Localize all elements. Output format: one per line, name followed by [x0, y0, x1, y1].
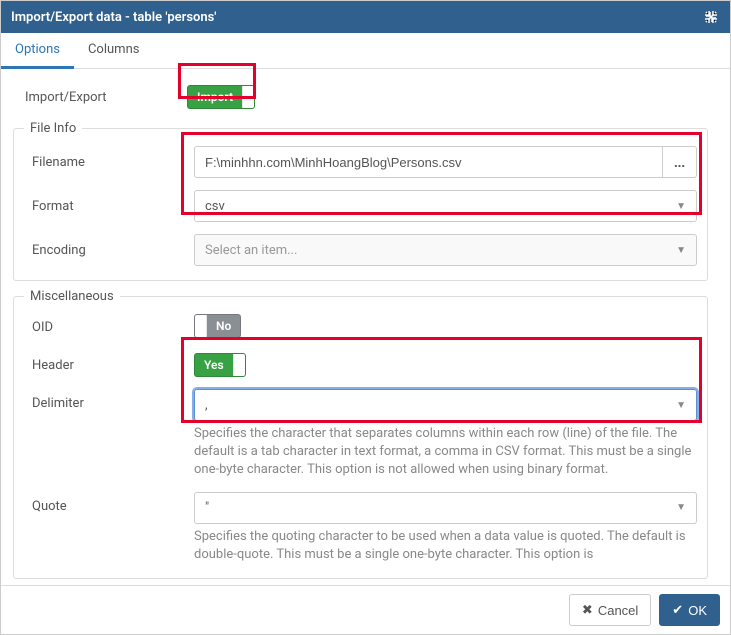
quote-label: Quote [24, 492, 194, 514]
toggle-label: Yes [195, 358, 233, 372]
tab-options[interactable]: Options [1, 33, 74, 69]
ok-label: OK [688, 603, 707, 618]
filename-input[interactable] [194, 146, 663, 178]
close-icon: ✖ [582, 602, 593, 618]
quote-row: Quote " ▼ Specifies the quoting characte… [18, 486, 703, 570]
content-pane: Import/Export Import File Info Filename … [1, 69, 730, 585]
toggle-handle [233, 354, 245, 376]
encoding-row: Encoding Select an item... ▼ [18, 228, 703, 272]
import-export-label: Import/Export [17, 90, 187, 105]
dialog: Import/Export data - table 'persons' Opt… [0, 0, 731, 635]
quote-value: " [205, 500, 209, 515]
footer: ✖ Cancel ✔ OK [1, 585, 730, 634]
import-export-row: Import/Export Import [11, 79, 710, 115]
delimiter-row: Delimiter , ▼ Specifies the character th… [18, 383, 703, 486]
header-label: Header [24, 358, 194, 373]
format-row: Format csv ▼ [18, 184, 703, 228]
caret-down-icon: ▼ [676, 201, 686, 212]
check-icon: ✔ [672, 602, 683, 618]
oid-row: OID No [18, 308, 703, 347]
quote-help: Specifies the quoting character to be us… [194, 528, 697, 564]
ok-button[interactable]: ✔ OK [659, 594, 720, 626]
misc-legend: Miscellaneous [24, 289, 120, 304]
encoding-label: Encoding [24, 243, 194, 258]
minimize-icon[interactable] [702, 8, 720, 26]
browse-button[interactable]: ... [663, 146, 697, 178]
encoding-select[interactable]: Select an item... ▼ [194, 234, 697, 266]
delimiter-value: , [205, 398, 208, 413]
misc-fieldset: Miscellaneous OID No Header Yes [13, 289, 708, 579]
file-info-fieldset: File Info Filename ... Format csv ▼ [13, 121, 708, 281]
tabs: Options Columns [1, 33, 730, 69]
delimiter-label: Delimiter [24, 389, 194, 411]
header-toggle[interactable]: Yes [194, 353, 246, 377]
filename-row: Filename ... [18, 140, 703, 184]
dialog-title: Import/Export data - table 'persons' [11, 10, 216, 25]
caret-down-icon: ▼ [676, 245, 686, 256]
oid-label: OID [24, 320, 194, 335]
tab-columns[interactable]: Columns [74, 33, 154, 68]
ellipsis-icon: ... [674, 155, 685, 170]
cancel-button[interactable]: ✖ Cancel [569, 594, 651, 626]
toggle-handle [195, 315, 207, 337]
file-info-legend: File Info [24, 121, 82, 136]
format-label: Format [24, 199, 194, 214]
format-select[interactable]: csv ▼ [194, 190, 697, 222]
import-export-toggle[interactable]: Import [187, 85, 255, 109]
cancel-label: Cancel [598, 603, 638, 618]
oid-toggle[interactable]: No [194, 314, 241, 338]
header-row: Header Yes [18, 347, 703, 383]
quote-select[interactable]: " ▼ [194, 492, 697, 524]
caret-down-icon: ▼ [676, 502, 686, 513]
format-value: csv [205, 199, 225, 214]
filename-label: Filename [24, 155, 194, 170]
filename-input-group: ... [194, 146, 697, 178]
delimiter-help: Specifies the character that separates c… [194, 425, 697, 480]
caret-down-icon: ▼ [676, 400, 686, 411]
delimiter-select[interactable]: , ▼ [194, 389, 697, 421]
toggle-label: No [207, 319, 240, 333]
encoding-placeholder: Select an item... [205, 243, 297, 258]
titlebar: Import/Export data - table 'persons' [1, 1, 730, 33]
toggle-label: Import [188, 90, 242, 104]
toggle-handle [242, 86, 254, 108]
